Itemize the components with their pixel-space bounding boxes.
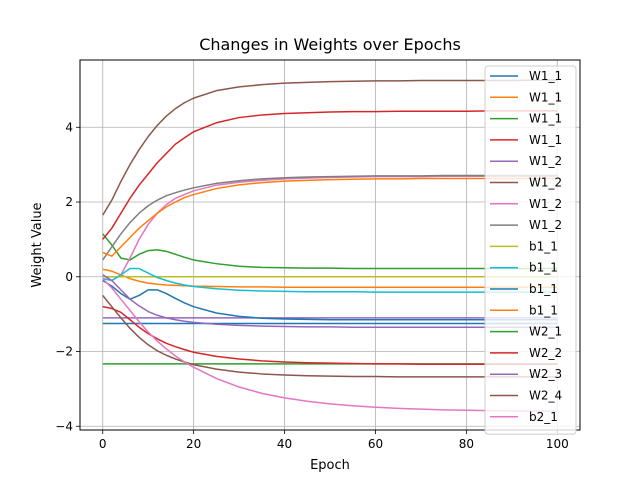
legend-label: b1_1 xyxy=(529,239,558,253)
series-line-11 xyxy=(102,279,558,321)
x-tick-label: 20 xyxy=(186,437,201,451)
legend-label: W1_2 xyxy=(529,218,562,232)
series-line-15 xyxy=(102,274,558,328)
x-axis: 0 20 40 60 80 100 xyxy=(99,430,569,451)
series-layer xyxy=(102,79,558,413)
x-tick-label: 0 xyxy=(99,437,107,451)
series-line-6 xyxy=(102,79,558,216)
series-line-3 xyxy=(102,233,558,270)
legend-label: W1_2 xyxy=(529,197,562,211)
chart-title: Changes in Weights over Epochs xyxy=(199,35,461,54)
series-line-4 xyxy=(102,110,558,240)
legend-label: W1_2 xyxy=(529,154,562,168)
legend-label: b1_1 xyxy=(529,282,558,296)
y-tick-label: 4 xyxy=(65,120,73,134)
x-tick-label: 80 xyxy=(459,437,474,451)
y-axis-label: Weight Value xyxy=(30,202,45,287)
x-tick-label: 100 xyxy=(546,437,569,451)
y-axis: −4 −2 0 2 4 xyxy=(55,120,80,433)
y-tick-label: −2 xyxy=(55,345,73,359)
legend: W1_1 W1_1 W1_1 W1_1 W1_2 W1_2 W1_2 W1_2 b1_1 b1_1… xyxy=(484,65,577,435)
series-line-8 xyxy=(102,174,558,261)
y-tick-label: −4 xyxy=(55,419,73,433)
series-line-17 xyxy=(102,278,558,413)
x-tick-label: 40 xyxy=(277,437,292,451)
legend-label: W2_1 xyxy=(529,325,562,339)
legend-label: W1_1 xyxy=(529,90,562,104)
legend-label: W2_2 xyxy=(529,346,562,360)
y-tick-label: 0 xyxy=(65,270,73,284)
series-line-10 xyxy=(102,267,558,293)
series-line-16 xyxy=(102,294,558,378)
legend-box xyxy=(484,65,577,435)
series-line-12 xyxy=(102,177,558,257)
legend-label: W1_2 xyxy=(529,176,562,190)
series-line-2 xyxy=(102,268,558,288)
legend-label: W1_1 xyxy=(529,112,562,126)
plot-frame xyxy=(79,59,581,431)
legend-label: b1_1 xyxy=(529,261,558,275)
legend-label: W1_1 xyxy=(529,69,562,83)
y-tick-label: 2 xyxy=(65,195,73,209)
legend-label: b1_1 xyxy=(529,303,558,317)
x-tick-label: 60 xyxy=(368,437,383,451)
x-axis-label: Epoch xyxy=(310,458,350,473)
legend-label: W2_4 xyxy=(529,389,562,403)
legend-label: b2_1 xyxy=(529,410,558,424)
series-line-14 xyxy=(102,305,558,365)
legend-label: W1_1 xyxy=(529,133,562,147)
series-line-7 xyxy=(102,175,558,282)
legend-label: W2_3 xyxy=(529,367,562,381)
